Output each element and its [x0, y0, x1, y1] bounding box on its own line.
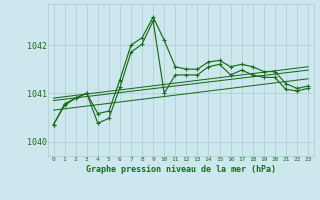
X-axis label: Graphe pression niveau de la mer (hPa): Graphe pression niveau de la mer (hPa)	[86, 165, 276, 174]
